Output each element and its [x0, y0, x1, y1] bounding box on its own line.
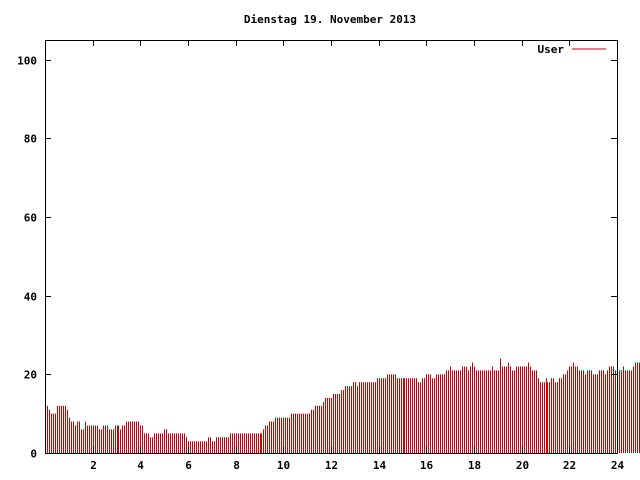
x-tick-label: 12 — [325, 459, 338, 472]
legend-label: User — [538, 43, 565, 56]
x-tick-label: 8 — [233, 459, 240, 472]
x-tick-label: 20 — [516, 459, 529, 472]
y-tick-label: 20 — [24, 369, 37, 382]
bar-series — [45, 358, 640, 453]
y-tick-label: 40 — [24, 291, 37, 304]
y-tick-label: 60 — [24, 212, 37, 225]
x-tick-label: 22 — [563, 459, 576, 472]
x-tick-label: 24 — [611, 459, 625, 472]
x-tick-label: 6 — [185, 459, 192, 472]
x-tick-label: 16 — [420, 459, 434, 472]
x-tick-label: 2 — [90, 459, 97, 472]
chart-title: Dienstag 19. November 2013 — [244, 13, 416, 26]
plot-frame — [45, 40, 618, 454]
x-tick-label: 14 — [373, 459, 387, 472]
y-tick-label: 0 — [30, 448, 37, 461]
x-tick-label: 18 — [468, 459, 481, 472]
y-tick-label: 100 — [17, 55, 37, 68]
legend: User — [538, 43, 606, 56]
x-tick-label: 10 — [277, 459, 290, 472]
x-tick-label: 4 — [137, 459, 144, 472]
y-tick-label: 80 — [24, 133, 37, 146]
